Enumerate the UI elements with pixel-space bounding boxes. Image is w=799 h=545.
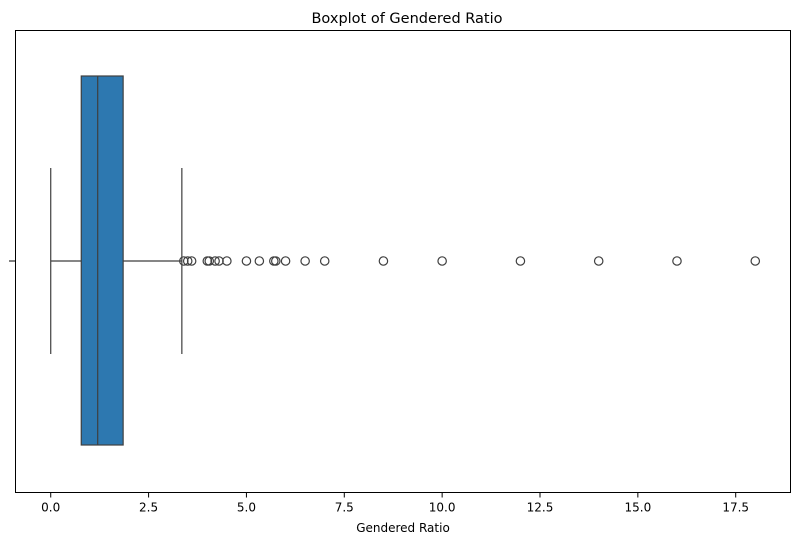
outlier-point <box>378 256 389 266</box>
x-tick-label: 15.0 <box>624 501 651 515</box>
outlier-point <box>280 256 291 266</box>
outlier-point <box>202 256 213 266</box>
outlier-point <box>222 256 232 266</box>
outlier-point <box>319 256 330 266</box>
outlier-point <box>515 256 526 266</box>
x-axis-label: Gendered Ratio <box>356 521 450 535</box>
x-tick-label: 7.5 <box>335 501 354 515</box>
outlier-point <box>241 256 252 266</box>
outlier-point <box>437 256 447 266</box>
x-axis: 0.0 2.5 5.0 7.5 10.0 12.5 15.0 17.5 <box>41 492 749 515</box>
x-tick-label: 2.5 <box>139 501 158 515</box>
outlier-point <box>210 256 220 266</box>
x-tick-label: 0.0 <box>41 501 60 515</box>
plot-area <box>50 75 761 446</box>
outlier-point <box>254 256 265 266</box>
outlier-point <box>269 256 279 266</box>
x-tick-label: 12.5 <box>527 501 554 515</box>
outlier-point <box>204 256 215 266</box>
x-tick-label: 10.0 <box>429 501 456 515</box>
outlier-point <box>672 256 682 266</box>
iqr-box <box>80 75 124 446</box>
outlier-point <box>300 256 310 266</box>
x-tick-label: 5.0 <box>237 501 256 515</box>
outlier-point <box>186 256 197 266</box>
x-tick-label: 17.5 <box>722 501 749 515</box>
chart-title: Boxplot of Gendered Ratio <box>311 11 502 27</box>
outlier-point <box>182 256 193 266</box>
outlier-point <box>593 256 604 266</box>
outlier-point <box>750 256 761 266</box>
axes-frame <box>15 30 791 493</box>
outlier-point <box>270 256 281 266</box>
